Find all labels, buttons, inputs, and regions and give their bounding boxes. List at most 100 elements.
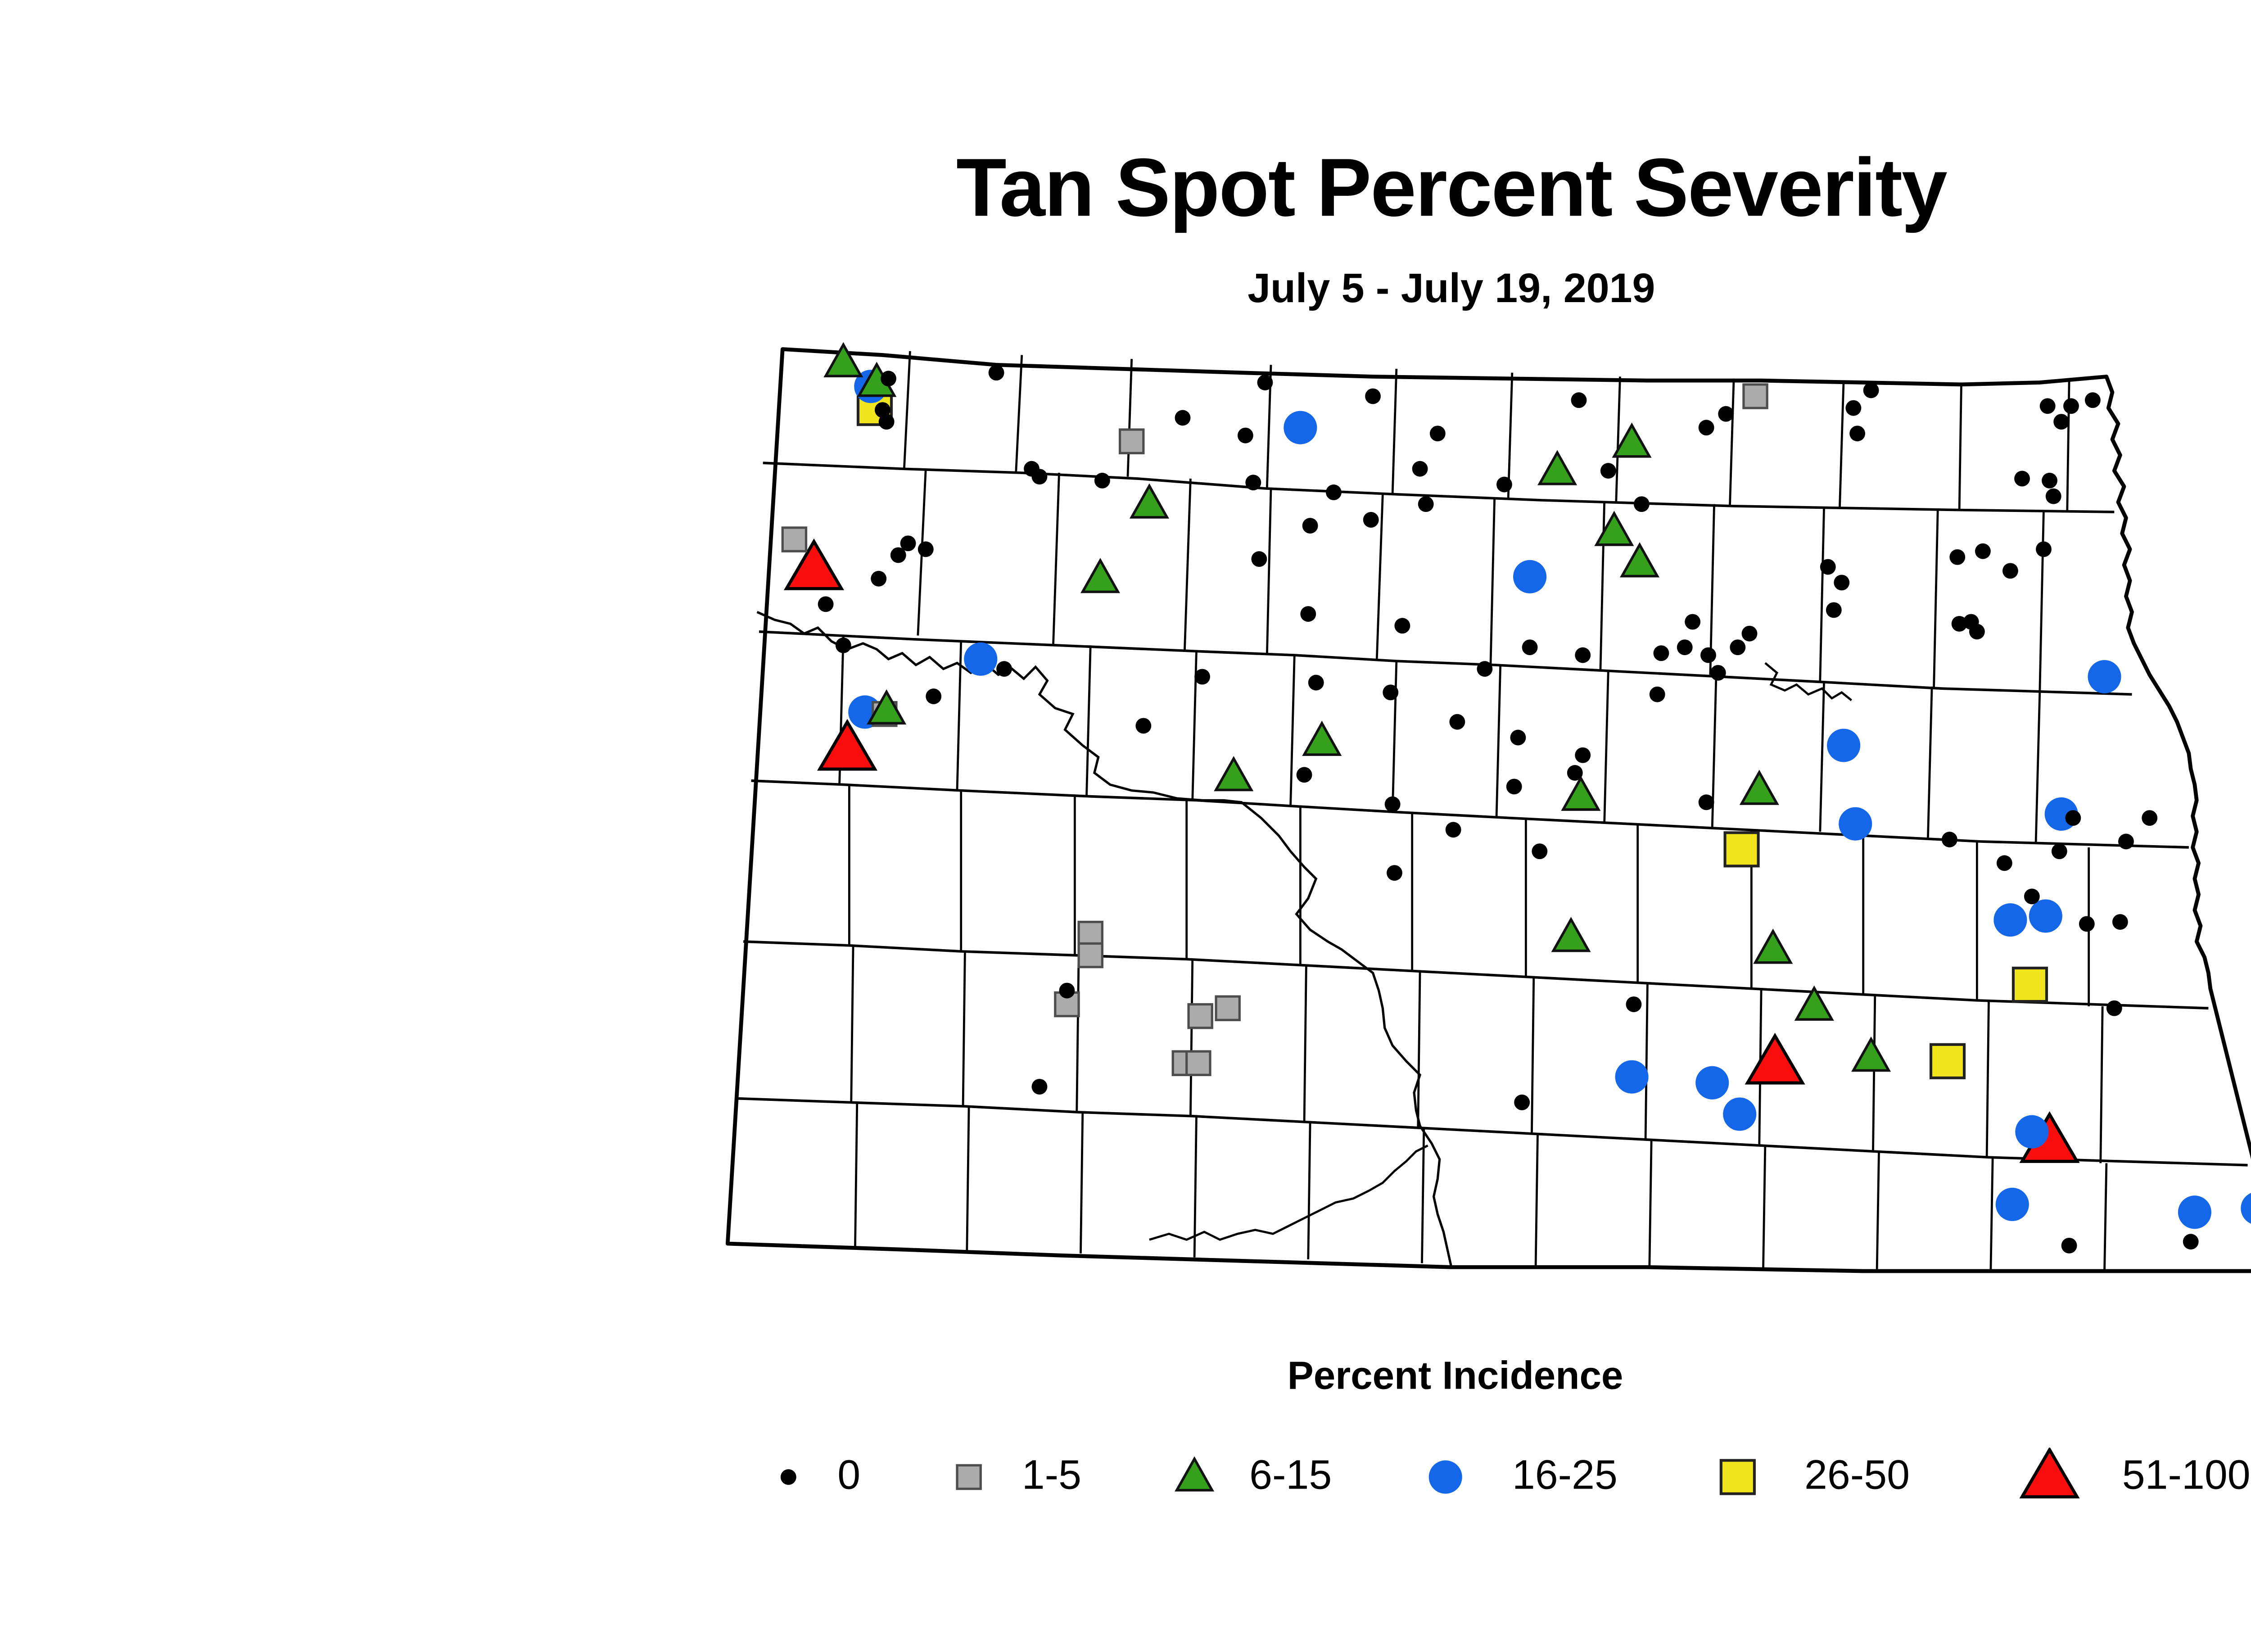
legend-item-16-25: 16-25 bbox=[1418, 1448, 1618, 1507]
map-marker-0 bbox=[1996, 855, 2012, 871]
map-marker-1-5 bbox=[1187, 1003, 1213, 1029]
map-marker-0 bbox=[1834, 575, 1850, 591]
map-marker-0 bbox=[1532, 843, 1548, 860]
map-marker-26-50 bbox=[1929, 1043, 1966, 1079]
map-marker-0 bbox=[1571, 392, 1587, 408]
legend-label-1-5: 1-5 bbox=[1022, 1453, 1081, 1499]
map-marker-16-25 bbox=[2241, 1193, 2251, 1224]
map-marker-0 bbox=[1845, 400, 1862, 416]
map-marker-16-25 bbox=[1995, 1187, 2029, 1221]
map-marker-0 bbox=[1649, 686, 1665, 702]
map-marker-0 bbox=[2079, 916, 2095, 932]
map-marker-16-25 bbox=[1839, 807, 1872, 841]
map-marker-0 bbox=[1633, 496, 1650, 512]
map-marker-0 bbox=[2053, 414, 2070, 430]
map-marker-0 bbox=[1741, 625, 1758, 642]
map-marker-1-5 bbox=[1077, 920, 1103, 947]
map-marker-16-25 bbox=[2088, 660, 2121, 694]
map-marker-0 bbox=[881, 371, 896, 387]
legend-label-51-100: 51-100 bbox=[2122, 1453, 2251, 1499]
map-marker-6-15 bbox=[1129, 483, 1169, 519]
legend-label-16-25: 16-25 bbox=[1512, 1453, 1618, 1499]
map-marker-0 bbox=[1575, 747, 1591, 763]
map-marker-16-25 bbox=[2015, 1115, 2049, 1149]
map-marker-6-15 bbox=[1302, 720, 1342, 756]
map-marker-0 bbox=[1296, 767, 1312, 783]
map-marker-0 bbox=[1522, 639, 1538, 656]
map-marker-16-25 bbox=[1723, 1097, 1757, 1131]
map-marker-0 bbox=[1951, 616, 1967, 632]
map-marker-0 bbox=[918, 541, 934, 557]
map-marker-6-15 bbox=[1794, 985, 1834, 1021]
map-marker-0 bbox=[2063, 398, 2079, 414]
map-marker-1-5 bbox=[956, 1464, 982, 1490]
map-marker-51-100 bbox=[1745, 1032, 1805, 1085]
map-marker-0 bbox=[988, 365, 1004, 381]
map-marker-0 bbox=[1308, 674, 1324, 691]
map-marker-6-15 bbox=[823, 342, 863, 378]
map-marker-16-25 bbox=[2178, 1195, 2211, 1229]
map-marker-0 bbox=[1175, 410, 1191, 426]
map-marker-0 bbox=[1826, 602, 1842, 618]
map-marker-26-50 bbox=[1723, 831, 1760, 868]
map-marker-0 bbox=[1969, 624, 1985, 640]
map-marker-16-25 bbox=[1827, 729, 1861, 762]
map-marker-6-15 bbox=[1080, 557, 1121, 593]
map-marker-26-50 bbox=[1719, 1459, 1756, 1495]
map-marker-0 bbox=[2045, 488, 2061, 504]
map-marker-0 bbox=[1194, 669, 1210, 685]
map-marker-0 bbox=[1626, 996, 1642, 1012]
map-marker-16-25 bbox=[1428, 1460, 1462, 1494]
map-marker-0 bbox=[1975, 543, 1991, 559]
cannonball-river-line bbox=[1149, 1145, 1428, 1241]
map-marker-0 bbox=[1477, 661, 1493, 677]
map-marker-0 bbox=[2106, 1000, 2122, 1016]
devils-lake-line bbox=[1764, 662, 1853, 702]
map-marker-0 bbox=[2024, 888, 2040, 905]
map-marker-0 bbox=[996, 661, 1012, 677]
map-marker-0 bbox=[1710, 665, 1726, 681]
missouri-river-line bbox=[756, 611, 1453, 1267]
map-marker-0 bbox=[1506, 778, 1522, 795]
map-marker-0 bbox=[871, 570, 887, 587]
legend-item-51-100: 51-100 bbox=[2018, 1448, 2251, 1507]
legend-title: Percent Incidence bbox=[1287, 1355, 1623, 1399]
map-marker-6-15 bbox=[1612, 422, 1652, 458]
map-marker-6-15 bbox=[1739, 769, 1779, 805]
map-marker-0 bbox=[1031, 1079, 1048, 1095]
legend-green-triangle-icon bbox=[1175, 1456, 1215, 1492]
map-marker-0 bbox=[1363, 512, 1379, 528]
map-marker-0 bbox=[1365, 388, 1381, 404]
map-marker-0 bbox=[2084, 392, 2101, 408]
legend-item-1-5: 1-5 bbox=[941, 1448, 1081, 1507]
legend-red-triangle-icon bbox=[2019, 1448, 2080, 1498]
map-marker-16-25 bbox=[1513, 560, 1547, 593]
map-marker-0 bbox=[1429, 425, 1446, 442]
map-marker-6-15 bbox=[1537, 450, 1578, 485]
map-marker-6-15 bbox=[1619, 542, 1660, 578]
map-marker-0 bbox=[1445, 822, 1461, 838]
map-marker-16-25 bbox=[1993, 903, 2027, 937]
map-marker-0 bbox=[1496, 476, 1512, 493]
map-marker-0 bbox=[1412, 461, 1428, 477]
map-marker-0 bbox=[1700, 647, 1716, 663]
map-marker-0 bbox=[1059, 982, 1075, 999]
map-marker-0 bbox=[1237, 427, 1253, 444]
map-marker-0 bbox=[1245, 475, 1261, 491]
map-marker-6-15 bbox=[1594, 511, 1634, 546]
map-marker-6-15 bbox=[1551, 917, 1591, 952]
map-marker-0 bbox=[835, 637, 851, 653]
legend-item-6-15: 6-15 bbox=[1167, 1448, 1332, 1507]
map-marker-1-5 bbox=[1742, 383, 1768, 409]
map-marker-1-5 bbox=[1118, 428, 1145, 454]
map-marker-51-100 bbox=[783, 538, 845, 590]
map-marker-0 bbox=[2112, 914, 2128, 930]
map-marker-0 bbox=[1820, 559, 1836, 575]
legend-item-26-50: 26-50 bbox=[1710, 1448, 1910, 1507]
map-marker-0 bbox=[1387, 865, 1402, 881]
map-marker-0 bbox=[2061, 1237, 2077, 1254]
map-marker-0 bbox=[1949, 549, 1966, 565]
map-marker-0 bbox=[2039, 398, 2056, 414]
map-marker-0 bbox=[1257, 375, 1273, 390]
